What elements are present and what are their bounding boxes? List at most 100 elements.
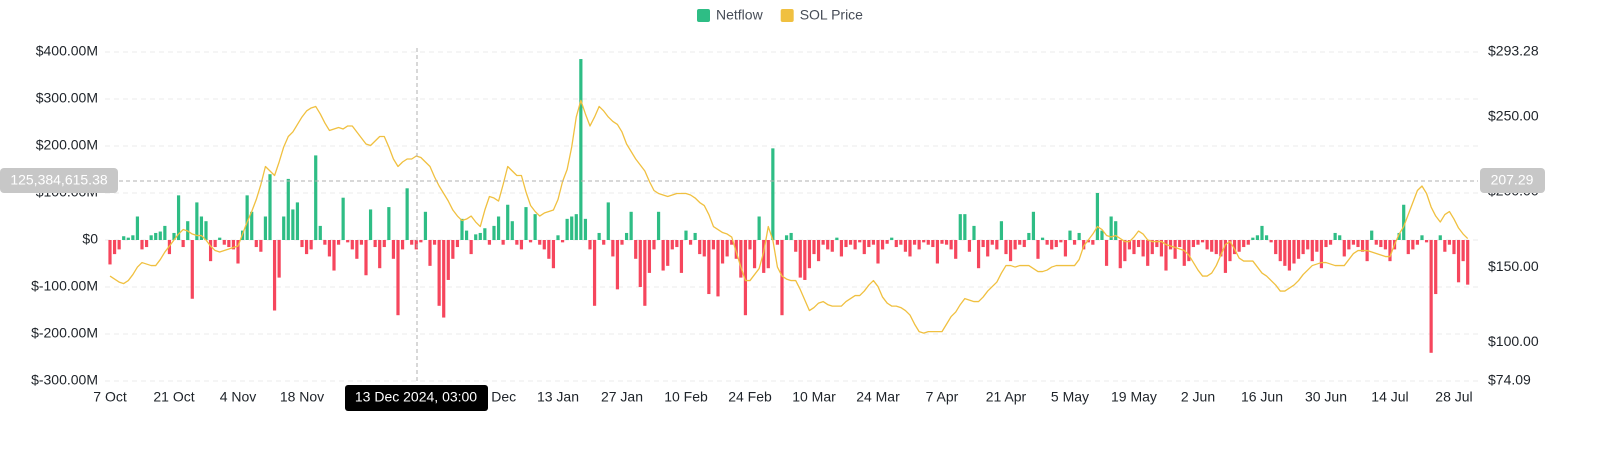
legend-swatch [697, 9, 710, 22]
x-tick-label: 18 Nov [280, 389, 324, 405]
bar [442, 240, 446, 318]
bar [515, 240, 519, 245]
bar [355, 240, 359, 259]
bar [1342, 240, 1346, 257]
bar [1402, 204, 1406, 240]
bar [195, 202, 199, 240]
bar [629, 211, 633, 240]
bar [112, 240, 117, 255]
y-tick-label: $-100.00M [31, 278, 98, 294]
bar [1210, 240, 1214, 252]
bar [1429, 240, 1433, 353]
bar [1027, 232, 1031, 240]
bar [364, 240, 368, 276]
bar [1406, 240, 1410, 255]
bar [181, 240, 185, 248]
bar [560, 240, 565, 243]
bar [730, 240, 734, 245]
bar [199, 216, 204, 240]
y-tick-label: $400.00M [36, 43, 98, 59]
bar [359, 240, 364, 245]
x-tick-label: 14 Jul [1371, 389, 1408, 405]
bar [926, 240, 930, 245]
bar [1123, 240, 1127, 262]
bar [506, 204, 510, 240]
bar [830, 240, 834, 252]
bar [496, 216, 501, 240]
bar [533, 214, 537, 240]
bar [528, 240, 533, 243]
bar [725, 240, 729, 257]
bar [880, 240, 885, 250]
bar [1150, 240, 1154, 255]
bar [803, 240, 807, 280]
bar [1082, 240, 1086, 250]
bar [323, 240, 327, 245]
bar [222, 240, 226, 245]
bar [935, 240, 940, 264]
bar [949, 240, 953, 250]
bar [538, 240, 542, 245]
bar [1251, 237, 1255, 240]
bar [794, 240, 798, 252]
bar [483, 228, 487, 240]
bar [140, 240, 144, 250]
bar [259, 240, 263, 252]
y2-tick-label: $74.09 [1488, 372, 1531, 388]
bar [784, 235, 789, 240]
bar [780, 240, 784, 316]
bar [1136, 240, 1141, 248]
bar [341, 197, 345, 240]
bar [1246, 240, 1250, 245]
y2-tick-label: $250.00 [1488, 108, 1539, 124]
bar [1191, 240, 1196, 248]
bar [1388, 240, 1392, 262]
bar [1173, 240, 1177, 259]
y-tick-label: $-200.00M [31, 325, 98, 341]
bar [382, 240, 386, 248]
bar [1397, 232, 1401, 240]
bar [638, 240, 642, 287]
bar [1018, 240, 1022, 245]
legend-label: SOL Price [800, 7, 863, 23]
bar [583, 218, 588, 240]
bar [647, 240, 652, 273]
bar [263, 216, 268, 240]
bar [858, 240, 862, 243]
bar [144, 240, 149, 248]
bar [163, 225, 167, 240]
bar [967, 240, 972, 252]
x-tick-label: 10 Feb [664, 389, 708, 405]
bar [652, 240, 656, 250]
bar [1338, 235, 1342, 240]
bar [551, 240, 556, 269]
bar [739, 240, 743, 278]
bar [1260, 225, 1264, 240]
y2-tick-label: $293.28 [1488, 43, 1539, 59]
bar [1319, 240, 1324, 269]
bar [986, 240, 990, 257]
bar [469, 240, 473, 255]
bar [1237, 240, 1241, 252]
crosshair-x-box [345, 385, 488, 411]
bar [286, 178, 290, 240]
bar [1415, 240, 1420, 245]
bar [1269, 240, 1273, 243]
bar [720, 240, 725, 264]
bar [1360, 240, 1365, 252]
x-tick-label: 7 Oct [93, 389, 127, 405]
bar [1274, 240, 1278, 255]
legend-swatch [780, 9, 794, 22]
bar [1438, 235, 1442, 240]
bar [1164, 240, 1168, 271]
bar [373, 240, 377, 248]
bar [1333, 232, 1337, 240]
bar [976, 240, 981, 269]
bar [912, 240, 917, 245]
bar [999, 221, 1004, 240]
bar [227, 240, 231, 248]
bar [396, 240, 400, 316]
legend-label: Netflow [716, 7, 764, 23]
bar [1443, 240, 1447, 252]
bar [1255, 235, 1260, 240]
